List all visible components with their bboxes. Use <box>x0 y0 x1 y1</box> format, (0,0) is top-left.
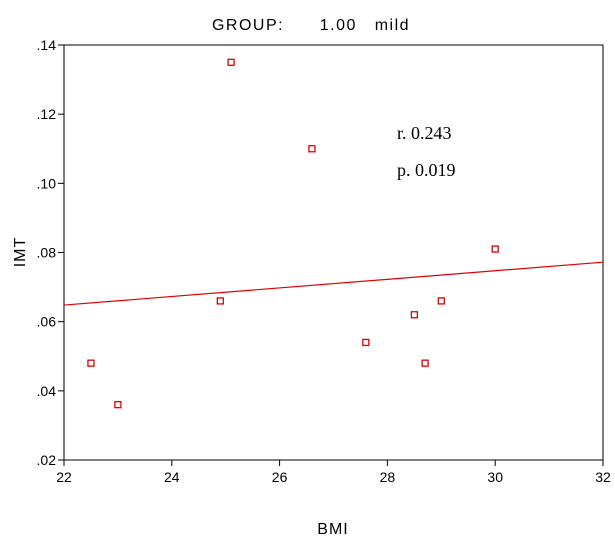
data-point <box>437 297 445 305</box>
chart-title: GROUP: 1.00 mild <box>212 17 410 34</box>
x-tick-label: 30 <box>487 469 503 485</box>
y-tick-label: .06 <box>37 314 57 330</box>
annotation-r: r. 0.243 <box>397 123 452 143</box>
data-point <box>308 145 316 153</box>
data-point <box>87 359 95 367</box>
data-point <box>216 297 224 305</box>
x-tick-label: 32 <box>595 469 611 485</box>
x-tick-label: 26 <box>272 469 288 485</box>
data-point <box>491 245 499 253</box>
data-points <box>87 58 499 409</box>
data-point <box>410 311 419 319</box>
annotation-p: p. 0.019 <box>397 160 456 180</box>
regression-line <box>63 261 604 306</box>
x-axis: 22 24 26 28 30 32 <box>56 460 611 485</box>
x-tick-label: 24 <box>164 469 180 485</box>
y-tick-label: .12 <box>37 106 57 122</box>
y-tick-label: .02 <box>37 452 57 468</box>
plot-frame <box>63 44 604 461</box>
data-point <box>227 58 235 66</box>
data-point <box>421 359 429 367</box>
y-axis-label: IMT <box>12 237 29 268</box>
y-tick-label: .14 <box>37 37 57 53</box>
data-point <box>114 401 122 409</box>
x-axis-label: BMI <box>317 521 348 538</box>
y-tick-label: .10 <box>37 175 57 191</box>
x-tick-label: 28 <box>380 469 396 485</box>
data-point <box>362 338 370 347</box>
x-tick-label: 22 <box>56 469 72 485</box>
y-tick-label: .04 <box>37 383 57 399</box>
y-tick-label: .08 <box>37 245 57 261</box>
y-axis: .02 .04 .06 .08 .10 .12 .14 <box>37 37 64 468</box>
